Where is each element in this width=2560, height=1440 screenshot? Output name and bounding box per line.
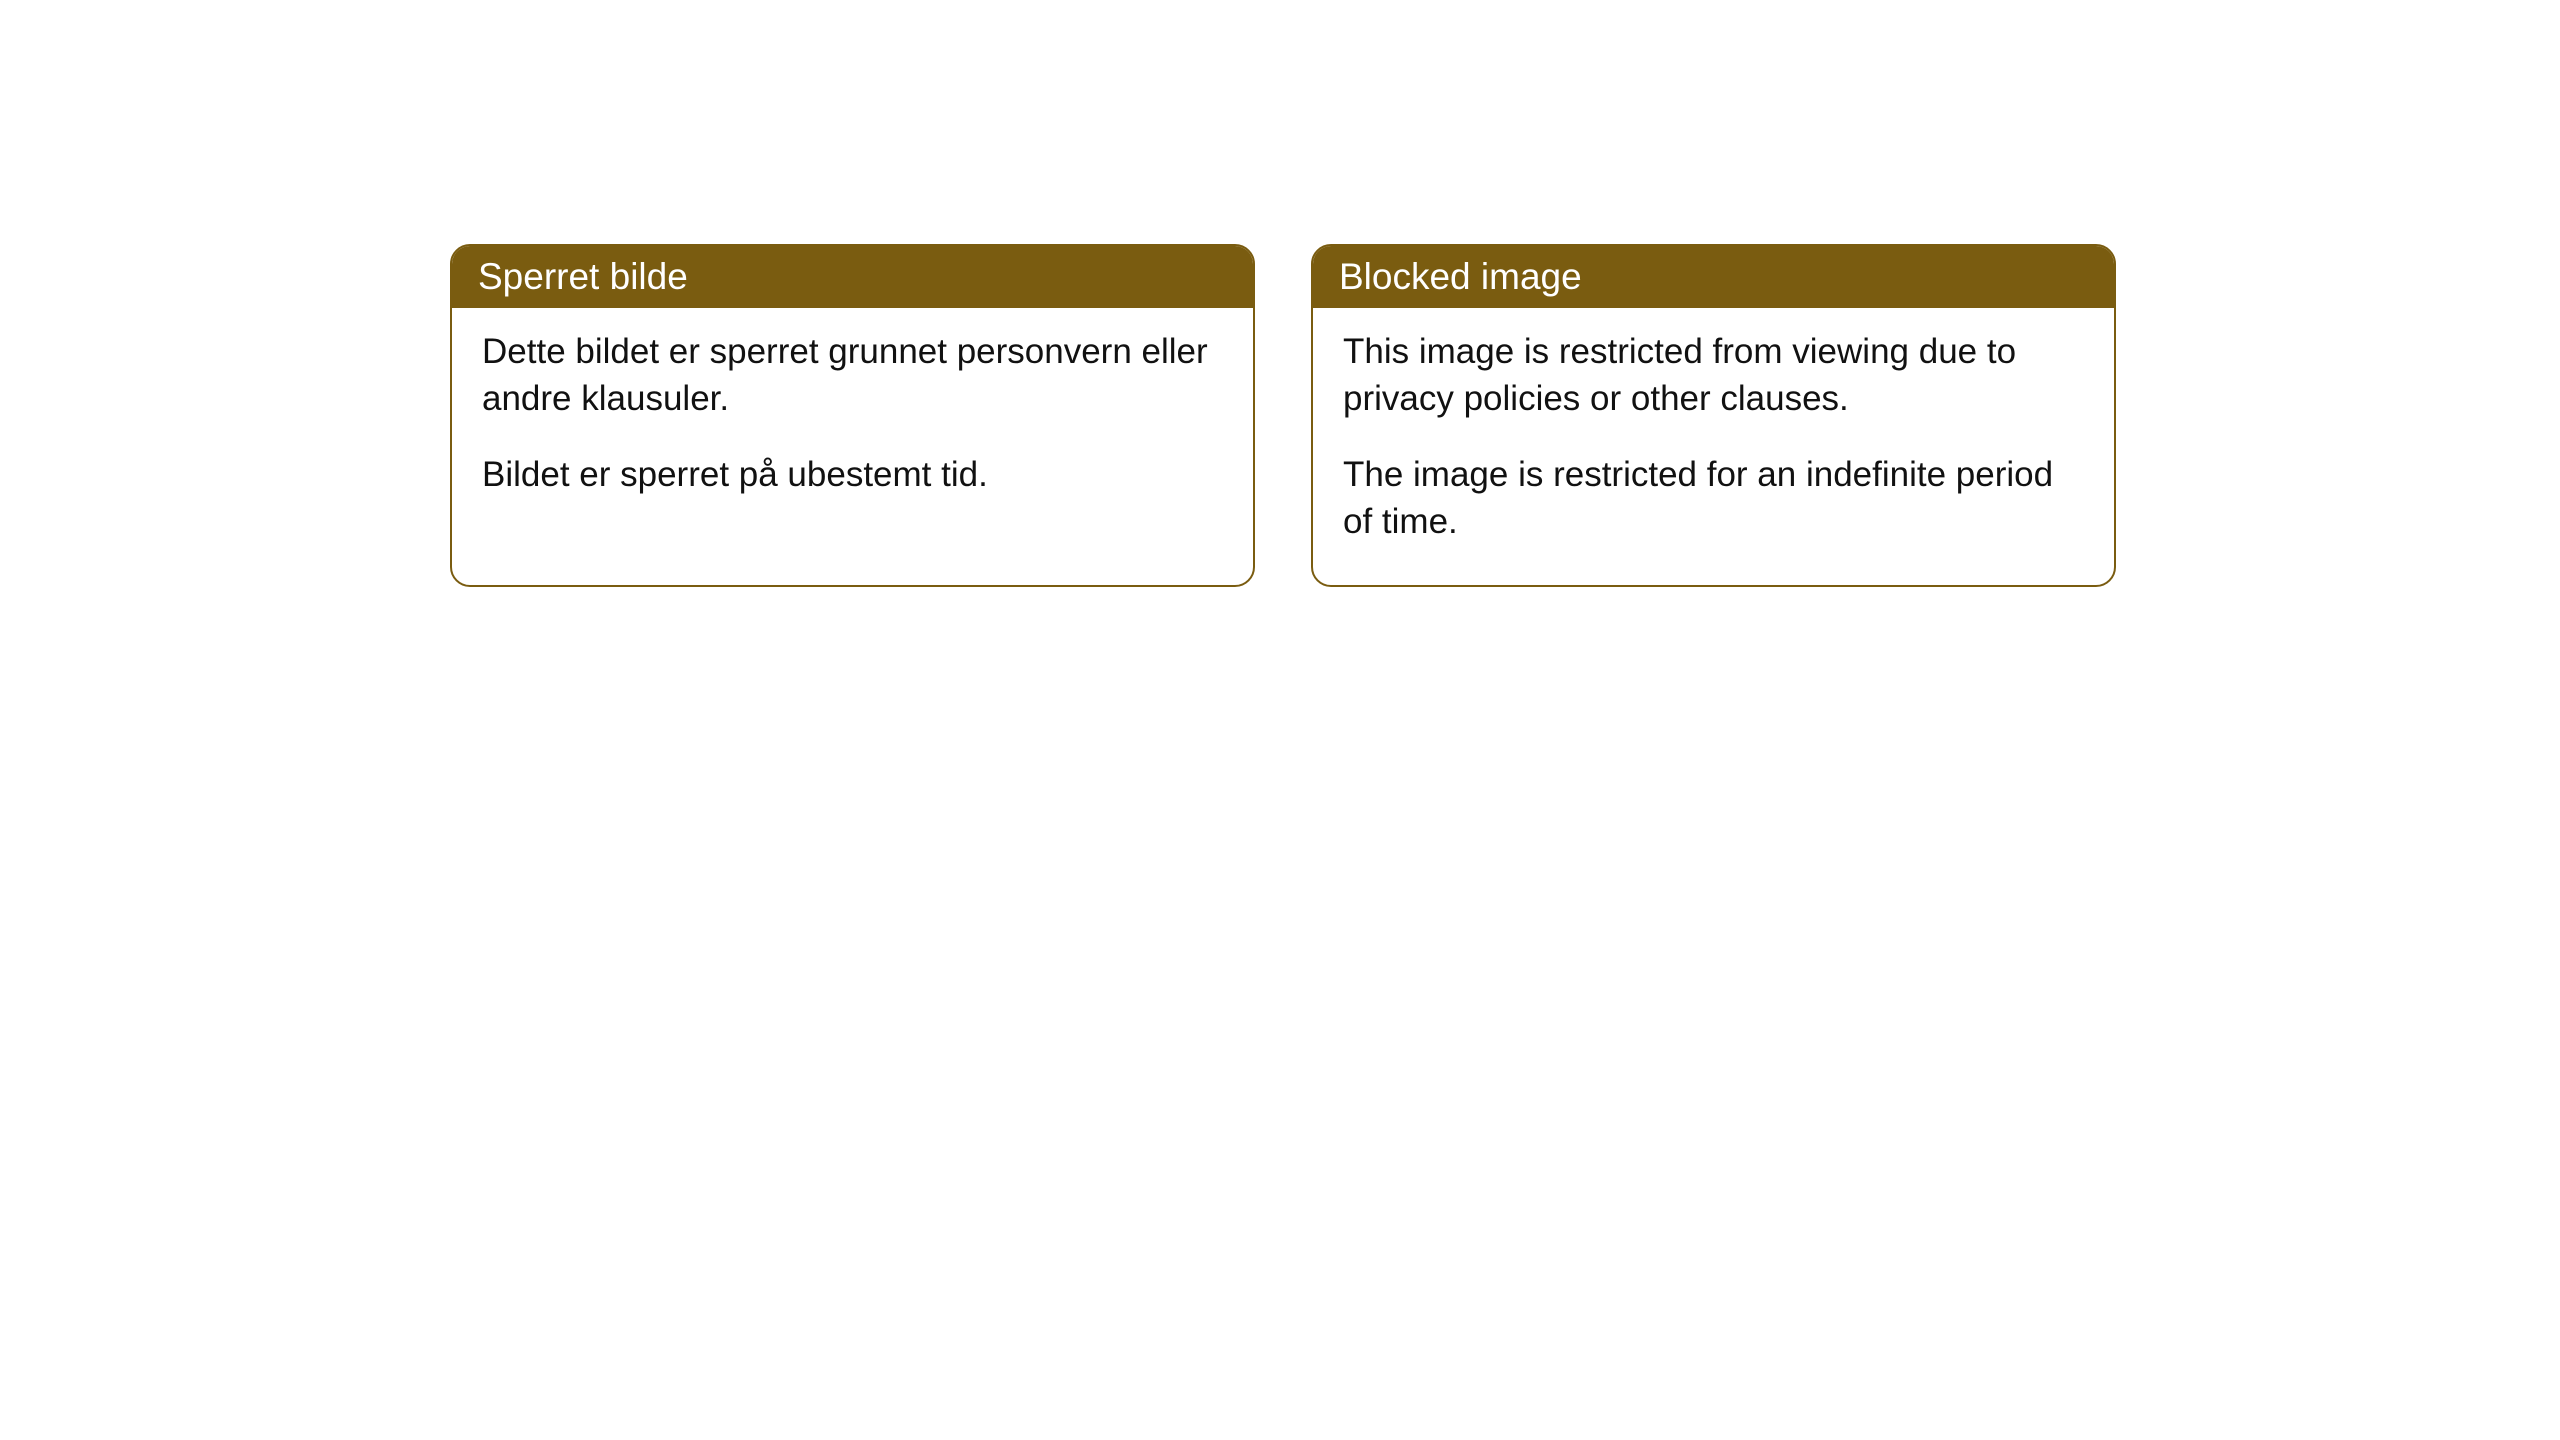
card-body-no: Dette bildet er sperret grunnet personve… — [452, 308, 1253, 538]
card-title-no: Sperret bilde — [478, 256, 688, 297]
blocked-image-card-no: Sperret bilde Dette bildet er sperret gr… — [450, 244, 1255, 587]
card-para2-no: Bildet er sperret på ubestemt tid. — [482, 451, 1223, 498]
card-header-no: Sperret bilde — [452, 246, 1253, 308]
card-para1-en: This image is restricted from viewing du… — [1343, 328, 2084, 423]
card-title-en: Blocked image — [1339, 256, 1582, 297]
card-container: Sperret bilde Dette bildet er sperret gr… — [450, 244, 2116, 587]
card-body-en: This image is restricted from viewing du… — [1313, 308, 2114, 585]
blocked-image-card-en: Blocked image This image is restricted f… — [1311, 244, 2116, 587]
card-para2-en: The image is restricted for an indefinit… — [1343, 451, 2084, 546]
card-header-en: Blocked image — [1313, 246, 2114, 308]
card-para1-no: Dette bildet er sperret grunnet personve… — [482, 328, 1223, 423]
